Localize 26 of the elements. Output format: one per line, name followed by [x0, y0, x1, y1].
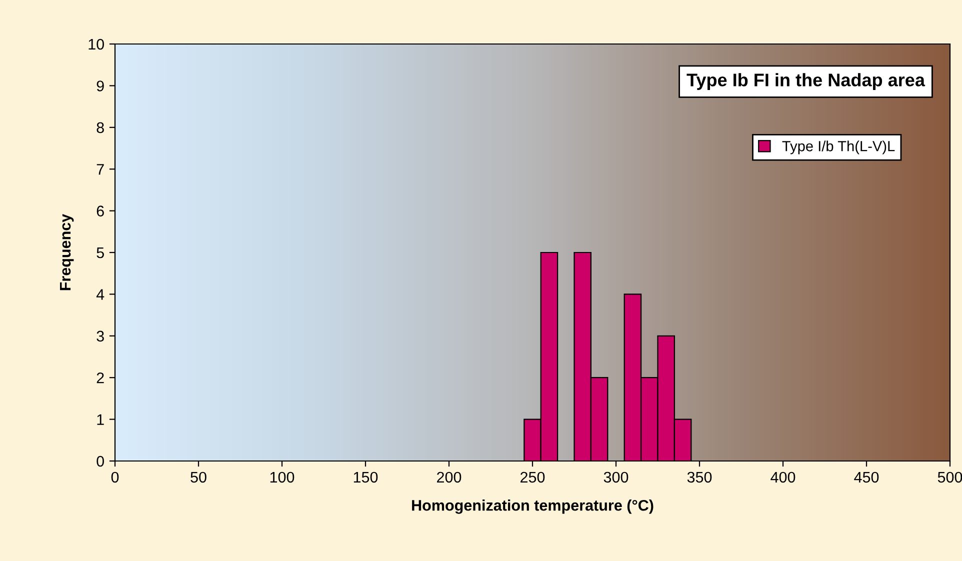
text: Type Ib FI in the Nadap area — [686, 73, 926, 90]
x-tick-label: 450 — [854, 472, 879, 483]
y-tick-label: 7 — [96, 164, 104, 175]
x-tick-label: 50 — [190, 472, 206, 483]
x-tick-label: 100 — [270, 472, 294, 483]
y-tick-label: 3 — [96, 330, 104, 342]
y-axis-title: Frequency — [60, 214, 74, 290]
x-tick-label: 0 — [111, 472, 119, 483]
x-tick-label: 350 — [687, 472, 712, 483]
y-tick-label: 2 — [96, 372, 104, 384]
y-tick-label: 8 — [96, 122, 104, 134]
y-tick-label: 9 — [96, 80, 104, 92]
x-tick-label: 400 — [770, 472, 796, 483]
x-tick-label: 300 — [604, 472, 628, 483]
y-tick-label: 4 — [96, 289, 104, 300]
x-tick-label: 250 — [520, 472, 545, 483]
x-axis-title: Homogenization temperature (°C) — [412, 500, 654, 514]
y-tick-label: 10 — [88, 38, 104, 50]
x-tick-label: 150 — [354, 472, 378, 483]
y-tick-label: 0 — [96, 456, 104, 467]
x-tick-label: 200 — [437, 472, 462, 483]
x-tick-label: 500 — [938, 472, 962, 483]
legend-label: Type I/b Th(L-V)L — [782, 140, 895, 154]
y-tick-label: 6 — [96, 206, 104, 216]
y-tick-label: 5 — [96, 248, 104, 258]
y-tick-label: 1 — [97, 414, 104, 425]
